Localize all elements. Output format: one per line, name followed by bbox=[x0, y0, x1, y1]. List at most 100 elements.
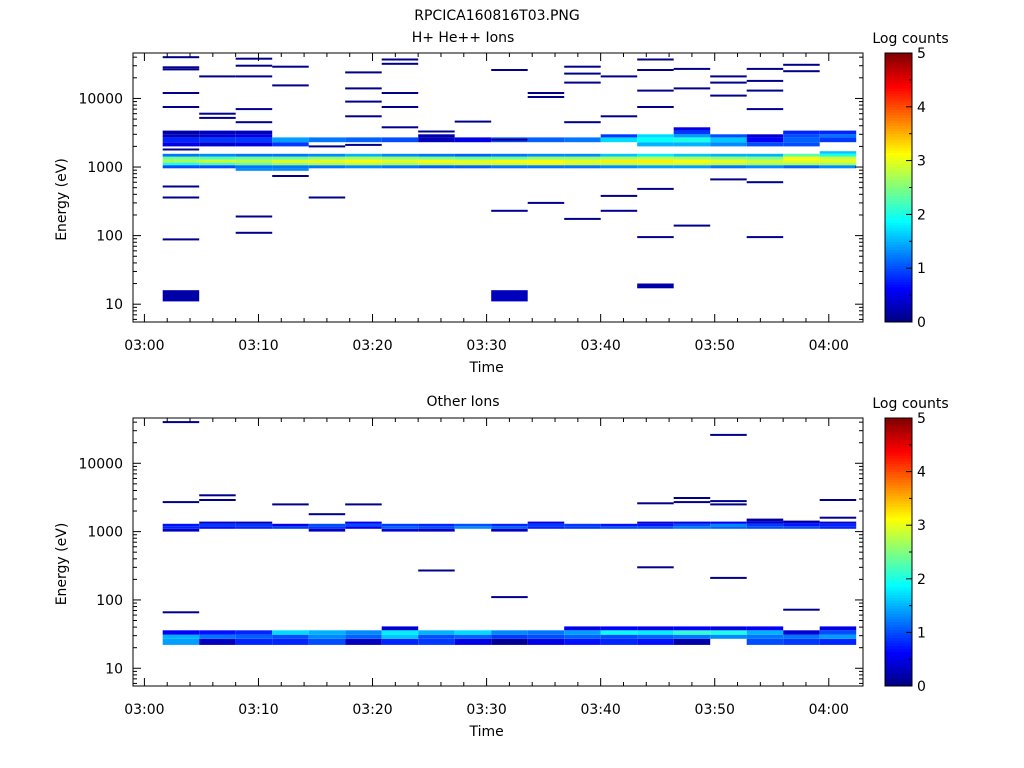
colorbar-tick-label: 0 bbox=[917, 679, 926, 695]
heatmap-count-line bbox=[710, 500, 747, 503]
heatmap-cell bbox=[491, 153, 528, 157]
plot-frame bbox=[132, 52, 864, 323]
heatmap-cell bbox=[381, 165, 419, 169]
colorbar-segment bbox=[885, 289, 912, 293]
heatmap-cell bbox=[637, 134, 674, 138]
colorbar-tick-label: 1 bbox=[917, 261, 926, 277]
heatmap-cell bbox=[454, 634, 492, 639]
colorbar-segment bbox=[885, 629, 912, 633]
heatmap-cell bbox=[637, 526, 674, 529]
heatmap-cell bbox=[819, 153, 857, 157]
heatmap-count-line bbox=[746, 108, 784, 111]
colorbar-tick-label: 2 bbox=[917, 572, 926, 588]
colorbar-segment bbox=[885, 565, 912, 569]
x-axis-label: Time bbox=[468, 724, 503, 740]
colorbar-segment bbox=[885, 683, 912, 687]
colorbar-segment bbox=[885, 90, 912, 94]
colorbar-segment bbox=[885, 74, 912, 78]
heatmap-cell bbox=[783, 630, 820, 635]
x-tick-label: 04:00 bbox=[809, 702, 849, 718]
heatmap-count-line bbox=[345, 87, 382, 90]
x-tick-label: 04:00 bbox=[809, 338, 849, 354]
colorbar-segment bbox=[885, 152, 912, 156]
colorbar-segment bbox=[885, 527, 912, 532]
heatmap-cell bbox=[710, 523, 747, 527]
heatmap-count-line bbox=[783, 608, 820, 611]
heatmap-cell bbox=[235, 153, 273, 157]
heatmap-cell bbox=[600, 137, 638, 143]
colorbar-segment bbox=[885, 656, 912, 660]
heatmap-cell bbox=[454, 165, 492, 169]
x-tick-label: 03:10 bbox=[238, 338, 278, 354]
heatmap-cell bbox=[673, 523, 711, 527]
heatmap-cell bbox=[235, 630, 273, 635]
colorbar-tick-label: 0 bbox=[917, 315, 926, 331]
heatmap-cell bbox=[527, 526, 565, 529]
colorbar-segment bbox=[885, 434, 912, 438]
heatmap-cell bbox=[308, 523, 346, 527]
colorbar-segment bbox=[885, 268, 912, 272]
colorbar-segment bbox=[885, 535, 912, 540]
heatmap-cell bbox=[746, 526, 784, 529]
heatmap-count-line bbox=[710, 178, 747, 181]
colorbar-segment bbox=[885, 227, 912, 232]
heatmap-cell bbox=[345, 638, 382, 645]
heatmap-count-line bbox=[308, 145, 346, 148]
heatmap-cell bbox=[308, 165, 346, 169]
heatmap-cell bbox=[345, 165, 382, 169]
heatmap-cell bbox=[527, 523, 565, 527]
colorbar-segment bbox=[885, 594, 912, 599]
heatmap-cell bbox=[308, 528, 346, 532]
heatmap-cell bbox=[819, 630, 857, 635]
heatmap-cell bbox=[746, 159, 784, 163]
colorbar-segment bbox=[885, 222, 912, 226]
colorbar-segment bbox=[885, 501, 912, 505]
colorbar-tick-label: 3 bbox=[917, 154, 926, 170]
heatmap-count-line bbox=[235, 215, 273, 218]
heatmap-cell bbox=[199, 634, 236, 639]
heatmap-cell bbox=[600, 153, 638, 157]
heatmap-cell bbox=[527, 162, 565, 166]
colorbar-segment bbox=[885, 560, 912, 564]
colorbar-segment bbox=[885, 525, 912, 529]
heatmap-cell bbox=[235, 165, 273, 169]
heatmap-cell bbox=[673, 153, 711, 157]
colorbar-segment bbox=[885, 667, 912, 671]
heatmap-cell bbox=[162, 526, 200, 529]
panel-title: Other Ions bbox=[426, 394, 499, 410]
colorbar-segment bbox=[885, 252, 912, 256]
colorbar-segment bbox=[885, 155, 912, 159]
heatmap-cell bbox=[199, 159, 236, 163]
colorbar-segment bbox=[885, 136, 912, 140]
heatmap-cell bbox=[600, 630, 638, 635]
heatmap-count-line bbox=[381, 62, 419, 65]
colorbar-segment bbox=[885, 557, 912, 561]
heatmap-count-line bbox=[162, 501, 200, 504]
colorbar-segment bbox=[885, 476, 912, 481]
colorbar-segment bbox=[885, 85, 912, 89]
heatmap-cell bbox=[345, 630, 382, 635]
heatmap-cell bbox=[746, 134, 784, 138]
heatmap-count-line bbox=[783, 70, 820, 73]
heatmap-cell bbox=[162, 638, 200, 645]
heatmap-count-line bbox=[710, 81, 747, 84]
heatmap-cell bbox=[819, 521, 857, 524]
heatmap-cell bbox=[783, 526, 820, 529]
heatmap-cell bbox=[235, 638, 273, 645]
heatmap-cells bbox=[162, 421, 857, 645]
heatmap-count-line bbox=[235, 64, 273, 67]
heatmap-cell bbox=[746, 142, 784, 147]
heatmap-cell bbox=[600, 159, 638, 163]
colorbar-segment bbox=[885, 219, 912, 223]
colorbar-segment bbox=[885, 104, 912, 108]
heatmap-cell bbox=[199, 526, 236, 529]
heatmap-count-line bbox=[710, 503, 747, 506]
colorbar-segment bbox=[885, 675, 912, 679]
colorbar-segment bbox=[885, 418, 912, 422]
heatmap-cell bbox=[345, 523, 382, 527]
heatmap-cell bbox=[272, 630, 309, 635]
colorbar-segment bbox=[885, 144, 912, 148]
x-tick-label: 03:20 bbox=[352, 338, 392, 354]
heatmap-cell bbox=[783, 130, 820, 135]
heatmap-cell bbox=[710, 153, 747, 157]
